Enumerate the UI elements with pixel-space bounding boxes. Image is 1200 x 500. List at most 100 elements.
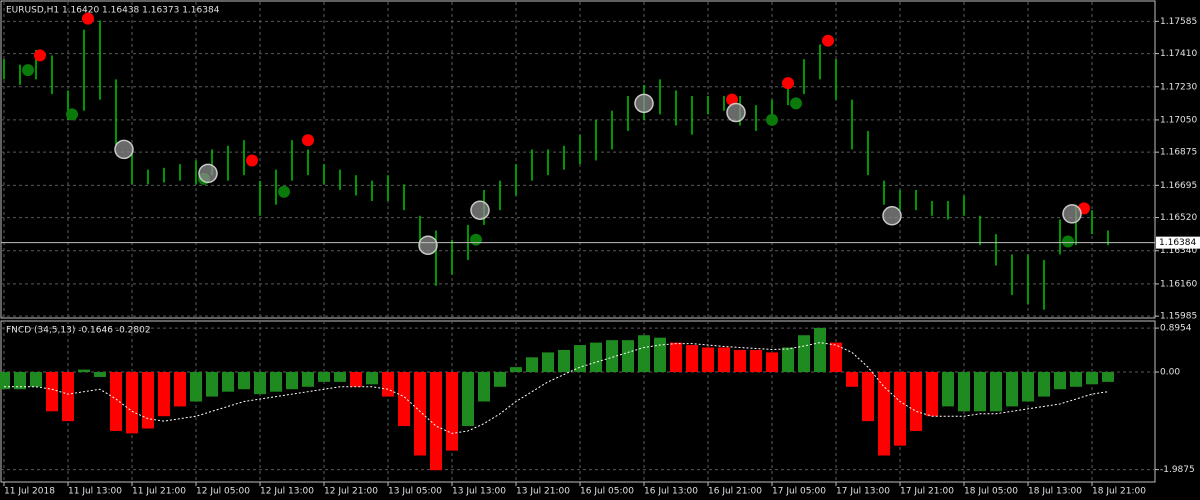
histogram-bar	[94, 372, 106, 377]
histogram-bar	[366, 372, 378, 385]
signal-dot	[726, 93, 738, 106]
histogram-bar	[382, 372, 394, 397]
histogram-bar	[654, 337, 666, 373]
histogram-bar	[638, 335, 650, 373]
signal-ring	[882, 205, 902, 226]
histogram-bar	[510, 367, 522, 373]
histogram-bar	[126, 372, 138, 434]
signal-dot	[766, 113, 778, 126]
histogram-bar	[222, 372, 234, 392]
histogram-bar	[158, 372, 170, 417]
signal-dot	[22, 64, 34, 77]
histogram-bar	[606, 340, 618, 373]
histogram-bar	[526, 357, 538, 373]
x-tick-label: 17 Jul 05:00	[772, 487, 826, 497]
histogram-bar	[958, 372, 970, 412]
signal-dot	[302, 134, 314, 147]
histogram-bar	[718, 347, 730, 373]
histogram-bar	[1022, 372, 1034, 402]
histogram-bar	[574, 345, 586, 373]
histogram-bar	[462, 372, 474, 427]
histogram-bar	[0, 372, 10, 390]
histogram-bar	[782, 347, 794, 373]
x-tick-label: 17 Jul 13:00	[836, 487, 890, 497]
signal-dot	[278, 185, 290, 198]
histogram-bar	[910, 372, 922, 431]
signal-dot	[470, 233, 482, 246]
histogram-bar	[302, 372, 314, 387]
histogram-bar	[478, 372, 490, 402]
y-tick-label: 1.16695	[1160, 181, 1197, 191]
signal-dot	[1062, 235, 1074, 248]
x-tick-label: 16 Jul 13:00	[644, 487, 698, 497]
x-tick-label: 18 Jul 13:00	[1028, 487, 1082, 497]
histogram-bar	[254, 372, 266, 395]
signal-dot	[66, 108, 78, 121]
histogram-bar	[798, 335, 810, 373]
histogram-bar	[334, 372, 346, 382]
histogram-bar	[78, 369, 90, 373]
y-tick-label: 1.16875	[1160, 148, 1197, 158]
histogram-bar	[1102, 372, 1114, 382]
y-tick-label: 1.16160	[1160, 279, 1197, 289]
x-tick-label: 12 Jul 21:00	[324, 487, 378, 497]
histogram-bar	[942, 372, 954, 407]
x-tick-label: 12 Jul 13:00	[260, 487, 314, 497]
histogram-bar	[1054, 372, 1066, 390]
histogram-bar	[990, 372, 1002, 412]
histogram-bar	[446, 372, 458, 451]
histogram-bar	[750, 349, 762, 373]
signal-dot	[822, 34, 834, 47]
histogram-bar	[830, 342, 842, 373]
x-tick-label: 12 Jul 05:00	[196, 487, 250, 497]
histogram-bar	[590, 342, 602, 373]
x-tick-label: 13 Jul 05:00	[388, 487, 442, 497]
x-tick-label: 18 Jul 05:00	[964, 487, 1018, 497]
signal-dot	[782, 77, 794, 90]
x-tick-label: 13 Jul 13:00	[452, 487, 506, 497]
histogram-bar	[542, 352, 554, 373]
current-price-box	[1156, 236, 1200, 249]
signal-dot	[246, 154, 258, 167]
histogram-bar	[62, 372, 74, 422]
histogram-bar	[1038, 372, 1050, 397]
signal-ring	[634, 93, 654, 114]
y-tick-label: 1.16520	[1160, 213, 1197, 223]
histogram-bar	[670, 342, 682, 373]
y-tick-label: 1.15985	[1160, 312, 1197, 322]
histogram-bar	[318, 372, 330, 382]
signal-ring	[198, 163, 218, 184]
histogram-bar	[622, 340, 634, 373]
histogram-bar	[1070, 372, 1082, 387]
histogram-bar	[558, 349, 570, 373]
histogram-bar	[686, 345, 698, 373]
x-tick-label: 16 Jul 05:00	[580, 487, 634, 497]
y-tick-label: 0.8954	[1160, 324, 1192, 334]
histogram-bar	[414, 372, 426, 456]
x-tick-label: 18 Jul 21:00	[1092, 487, 1146, 497]
signal-ring	[470, 200, 490, 220]
histogram-bar	[142, 372, 154, 429]
y-tick-label: 0.00	[1160, 368, 1180, 378]
indicator-panel-title: FNCD (34,5,13) -0.1646 -0.2802	[6, 326, 151, 336]
histogram-bar	[350, 372, 362, 387]
histogram-bar	[734, 349, 746, 373]
y-tick-label: 1.17230	[1160, 82, 1197, 92]
histogram-bar	[46, 372, 58, 412]
histogram-bar	[286, 372, 298, 390]
histogram-bar	[702, 347, 714, 373]
signal-dot	[790, 97, 802, 110]
marks	[0, 12, 1155, 471]
histogram-bar	[110, 372, 122, 431]
histogram-bar	[174, 372, 186, 407]
histogram-bar	[430, 372, 442, 471]
y-tick-label: 1.17050	[1160, 115, 1197, 125]
signal-ring	[418, 235, 438, 255]
x-tick-label: 11 Jul 13:00	[68, 487, 122, 497]
histogram-bar	[846, 372, 858, 387]
price-panel-title: EURUSD,H1 1.16420 1.16438 1.16373 1.1638…	[6, 6, 220, 16]
histogram-bar	[878, 372, 890, 456]
histogram-bar	[238, 372, 250, 390]
indicator-panel-frame	[0, 320, 1156, 483]
